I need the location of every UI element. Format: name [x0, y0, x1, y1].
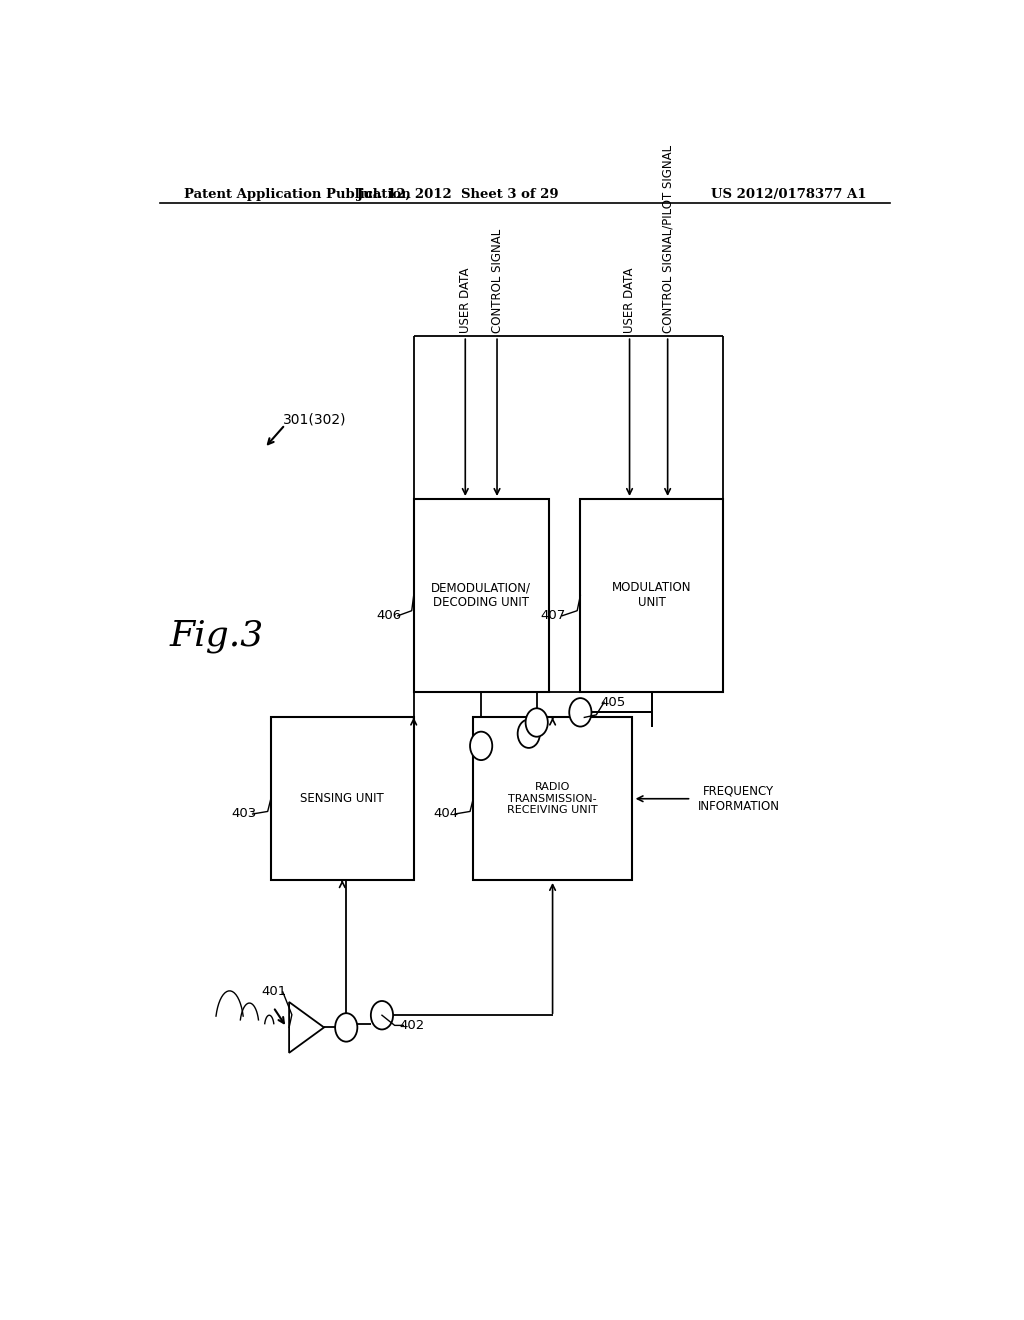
- Text: US 2012/0178377 A1: US 2012/0178377 A1: [712, 187, 866, 201]
- Text: 301(302): 301(302): [283, 413, 346, 426]
- Text: 406: 406: [377, 610, 401, 622]
- Bar: [473, 718, 632, 880]
- Text: 403: 403: [231, 808, 257, 821]
- Circle shape: [335, 1014, 357, 1041]
- Circle shape: [525, 709, 548, 737]
- Text: 402: 402: [399, 1019, 425, 1032]
- Text: FREQUENCY
INFORMATION: FREQUENCY INFORMATION: [697, 784, 780, 813]
- Text: 401: 401: [261, 985, 287, 998]
- Bar: [581, 499, 723, 692]
- Text: Fig.3: Fig.3: [169, 619, 263, 653]
- Text: MODULATION
UNIT: MODULATION UNIT: [612, 581, 691, 610]
- Text: RADIO
TRANSMISSION-
RECEIVING UNIT: RADIO TRANSMISSION- RECEIVING UNIT: [507, 783, 598, 816]
- Text: Jul. 12, 2012  Sheet 3 of 29: Jul. 12, 2012 Sheet 3 of 29: [356, 187, 558, 201]
- Text: CONTROL SIGNAL: CONTROL SIGNAL: [490, 228, 504, 333]
- Text: 404: 404: [434, 808, 459, 821]
- Bar: [270, 718, 414, 880]
- Bar: [414, 499, 549, 692]
- Text: USER DATA: USER DATA: [459, 268, 472, 333]
- Text: CONTROL SIGNAL/PILOT SIGNAL: CONTROL SIGNAL/PILOT SIGNAL: [662, 145, 674, 333]
- Text: 407: 407: [541, 610, 566, 622]
- Text: Patent Application Publication: Patent Application Publication: [183, 187, 411, 201]
- Text: USER DATA: USER DATA: [623, 268, 636, 333]
- Circle shape: [569, 698, 592, 726]
- Text: SENSING UNIT: SENSING UNIT: [300, 792, 384, 805]
- Circle shape: [470, 731, 493, 760]
- Circle shape: [371, 1001, 393, 1030]
- Text: DEMODULATION/
DECODING UNIT: DEMODULATION/ DECODING UNIT: [431, 581, 531, 610]
- Text: 405: 405: [600, 696, 626, 709]
- Circle shape: [518, 719, 540, 748]
